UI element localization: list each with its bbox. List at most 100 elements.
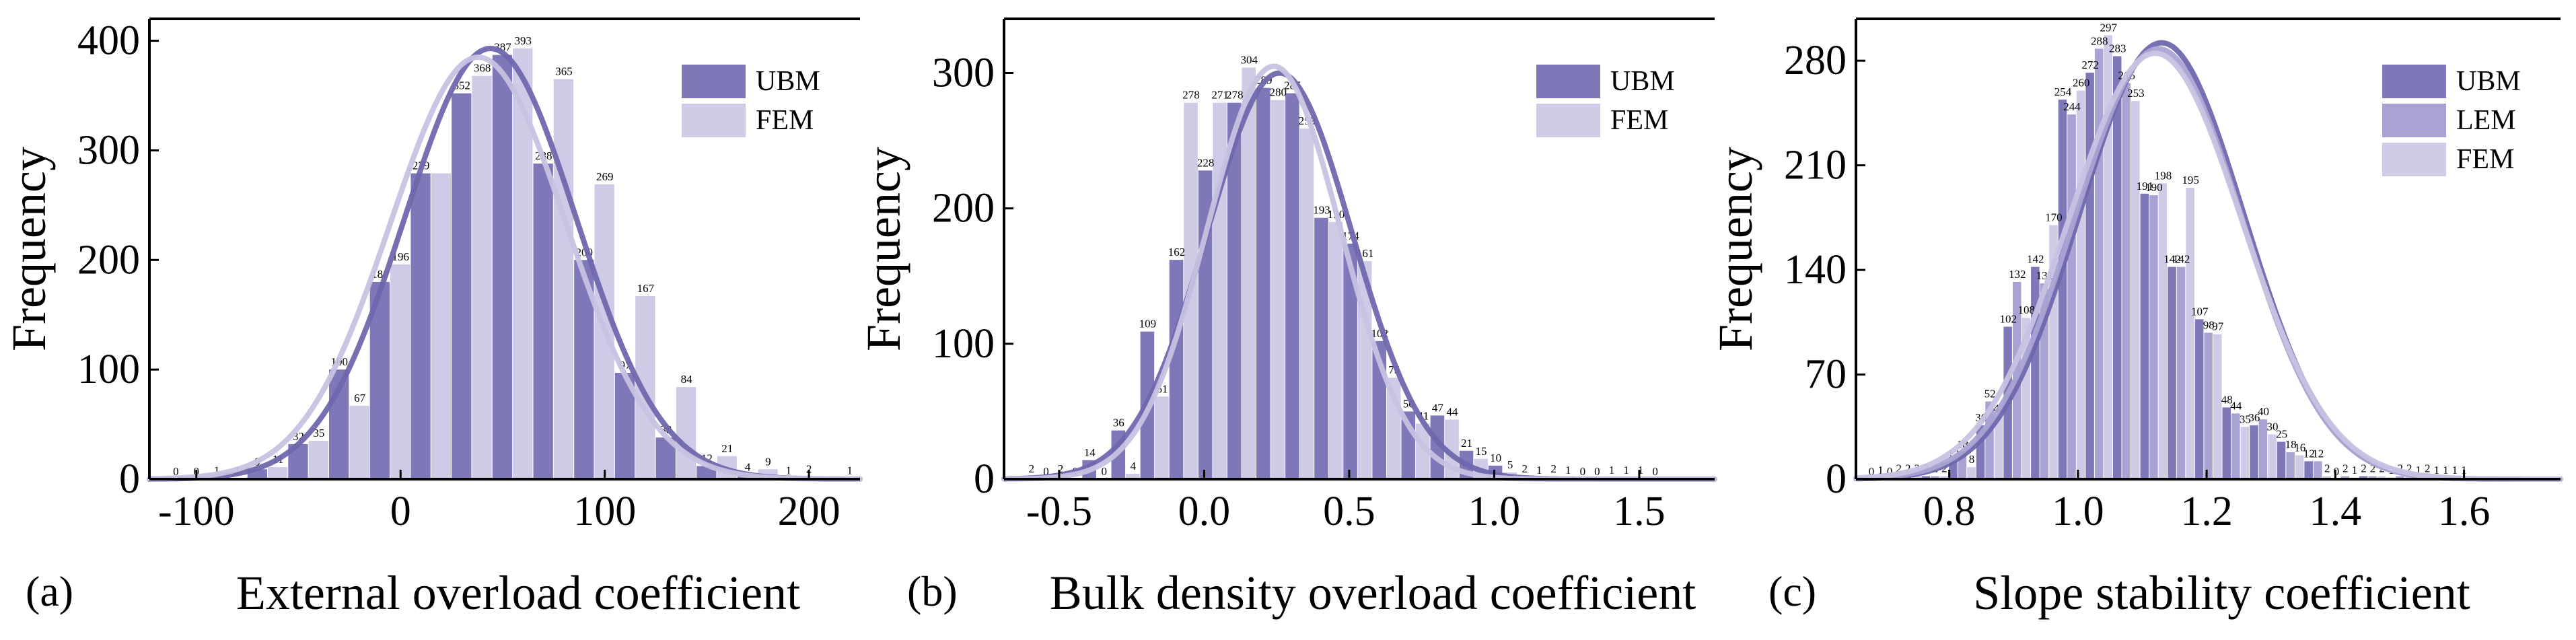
bar-label: 0 bbox=[1869, 465, 1875, 478]
bar-label: 1 bbox=[214, 464, 220, 476]
bar-lem-17 bbox=[2340, 476, 2350, 479]
bar-lem-18 bbox=[2368, 476, 2377, 479]
bar-label: 244 bbox=[2063, 100, 2081, 113]
bar-ubm-15 bbox=[2277, 441, 2286, 479]
bar-label: 2 bbox=[1029, 462, 1035, 475]
x-tick-label: 100 bbox=[573, 489, 636, 534]
bar-label: 195 bbox=[2182, 174, 2199, 186]
bar-ubm-18 bbox=[2359, 476, 2368, 479]
bar-label: 14 bbox=[1084, 446, 1096, 459]
bar-label: 102 bbox=[1999, 313, 2017, 326]
bar-label: 0 bbox=[1594, 465, 1600, 478]
bar-label: 25 bbox=[2276, 428, 2287, 441]
bar-label: 5 bbox=[1507, 458, 1513, 471]
bar-ubm-8 bbox=[492, 55, 513, 479]
bar-label: 280 bbox=[1270, 86, 1287, 99]
bar-ubm-6 bbox=[2031, 266, 2040, 479]
bar-lem-11 bbox=[2176, 266, 2186, 479]
legend: UBM LEM FEM bbox=[2382, 65, 2521, 176]
bar-label: 2 bbox=[2425, 462, 2431, 475]
bar-label: 2 bbox=[2342, 462, 2349, 475]
bar-label: 107 bbox=[2191, 305, 2209, 318]
bar-fem-12 bbox=[2213, 334, 2222, 479]
bar-lem-7 bbox=[2067, 114, 2076, 480]
bar-ubm-14 bbox=[2250, 425, 2258, 479]
bar-label: 162 bbox=[1168, 246, 1186, 258]
bar-fem-4 bbox=[349, 405, 369, 479]
bar-label: 196 bbox=[392, 250, 409, 263]
bar-label: 9 bbox=[765, 455, 771, 468]
bar-fem-8 bbox=[2104, 35, 2112, 479]
bar-ubm-8 bbox=[2085, 72, 2094, 479]
bar-label: 1 bbox=[786, 464, 792, 476]
x-tick-label: 1.2 bbox=[2180, 489, 2233, 534]
legend: UBM FEM bbox=[1536, 65, 1675, 137]
bar-ubm-12 bbox=[2194, 319, 2204, 479]
bar-label: 283 bbox=[2109, 42, 2126, 55]
y-tick-label: 0 bbox=[974, 456, 995, 502]
bar-label: 272 bbox=[2081, 59, 2099, 71]
bar-ubm-9 bbox=[2113, 56, 2122, 479]
bar-ubm-10 bbox=[1314, 217, 1328, 479]
bar-label: 48 bbox=[2221, 393, 2233, 406]
x-axis-title: Slope stability coefficient bbox=[1973, 566, 2470, 620]
bar-label: 1 bbox=[1623, 464, 1629, 476]
bar-fem-9 bbox=[1299, 129, 1314, 479]
bar-label: 167 bbox=[637, 282, 655, 295]
bar-label: 4 bbox=[745, 461, 751, 474]
bar-ubm-11 bbox=[1343, 244, 1357, 479]
bar-fem-16 bbox=[2322, 476, 2331, 479]
bar-label: 109 bbox=[1139, 318, 1157, 330]
bar-label: 269 bbox=[596, 170, 614, 183]
bar-label: 15 bbox=[1476, 445, 1487, 458]
bar-fem-18 bbox=[2377, 476, 2386, 479]
bar-label: 365 bbox=[555, 65, 573, 78]
bar-ubm-7 bbox=[1227, 102, 1242, 479]
x-tick-label: 200 bbox=[778, 489, 840, 534]
bar-lem-16 bbox=[2314, 461, 2322, 479]
bar-lem-9 bbox=[2122, 83, 2131, 479]
bars-group bbox=[207, 48, 859, 480]
legend-label-fem: FEM bbox=[756, 105, 814, 136]
legend-label-lem: LEM bbox=[2456, 105, 2516, 136]
bar-label: 16 bbox=[2294, 441, 2305, 454]
bar-lem-19 bbox=[2395, 476, 2404, 479]
bars-group bbox=[1024, 67, 1647, 480]
bar-label: 142 bbox=[2027, 253, 2044, 266]
bar-label: 108 bbox=[2018, 304, 2036, 316]
legend-label-ubm: UBM bbox=[756, 66, 820, 97]
bar-label: 2 bbox=[1551, 462, 1557, 475]
bar-label: 304 bbox=[1240, 53, 1258, 66]
bar-label: 12 bbox=[2312, 447, 2324, 460]
panel-letter: (c) bbox=[1768, 567, 1816, 615]
bar-label: 260 bbox=[2073, 77, 2090, 90]
bar-fem-3 bbox=[308, 441, 328, 479]
x-axis-title: Bulk density overload coefficient bbox=[1050, 566, 1696, 620]
bar-label: 1 bbox=[2416, 464, 2422, 476]
legend-label-fem: FEM bbox=[1610, 105, 1668, 136]
bar-label: 67 bbox=[354, 392, 366, 404]
bar-label: 297 bbox=[2100, 21, 2117, 34]
bar-fem-13 bbox=[2240, 427, 2250, 479]
bar-label: 0 bbox=[1580, 465, 1586, 478]
bar-label: 132 bbox=[2009, 268, 2026, 281]
bar-label: 0 bbox=[1101, 465, 1107, 478]
bar-fem-11 bbox=[1357, 261, 1372, 479]
bar-label: 21 bbox=[1461, 437, 1472, 450]
bar-label: 2 bbox=[2370, 462, 2376, 475]
bar-label: 368 bbox=[474, 62, 491, 75]
bar-fem-5 bbox=[390, 264, 410, 479]
bar-fem-9 bbox=[2131, 101, 2140, 480]
bar-fem-9 bbox=[553, 79, 574, 480]
legend-swatch-ubm bbox=[2382, 65, 2446, 98]
y-tick-label: 0 bbox=[119, 456, 140, 502]
bar-label: 2 bbox=[2324, 462, 2330, 475]
bar-label: 1 bbox=[2434, 464, 2440, 476]
panel-3: 0 2 21236102142254272283191142107483625120… bbox=[1709, 17, 2563, 620]
bar-label: 84 bbox=[681, 373, 693, 386]
bar-lem-15 bbox=[2286, 452, 2295, 479]
bar-ubm-6 bbox=[410, 173, 431, 479]
bar-label: 40 bbox=[2258, 405, 2269, 418]
